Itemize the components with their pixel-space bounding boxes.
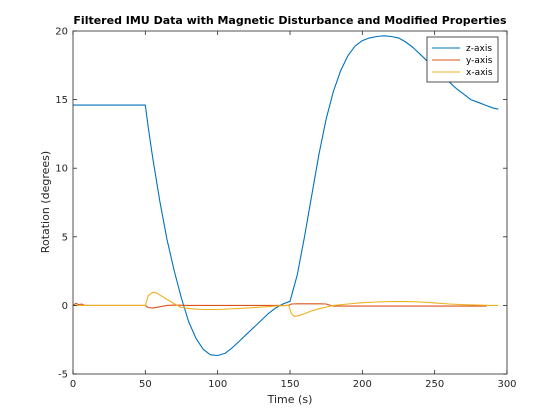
x-tick-label: 200 (353, 379, 372, 390)
y-tick-label: -5 (58, 370, 68, 381)
x-tick-label: 250 (425, 379, 444, 390)
x-tick-label: 300 (497, 379, 516, 390)
plot-frame (72, 30, 508, 375)
y-axis-label: Rotation (degrees) (39, 151, 52, 253)
x-tick-label: 100 (208, 379, 227, 390)
x-axis-label: Time (s) (267, 393, 313, 406)
x-tick-label: 50 (139, 379, 152, 390)
legend-label: y-axis (466, 56, 493, 66)
x-tick-label: 0 (70, 379, 76, 390)
legend: z-axis y-axis x-axis (426, 36, 499, 83)
x-tick-label: 150 (280, 379, 299, 390)
series-line-x-axis (73, 291, 499, 317)
plot-area (73, 31, 507, 374)
legend-label: z-axis (466, 44, 492, 54)
legend-label: x-axis (466, 68, 493, 78)
y-tick-label: 5 (62, 232, 68, 243)
y-tick-label: 10 (55, 164, 68, 175)
chart-title: Filtered IMU Data with Magnetic Disturba… (73, 14, 507, 27)
y-tick-label: 0 (62, 301, 68, 312)
y-tick-label: 15 (55, 95, 68, 106)
y-tick-label: 20 (55, 27, 68, 38)
